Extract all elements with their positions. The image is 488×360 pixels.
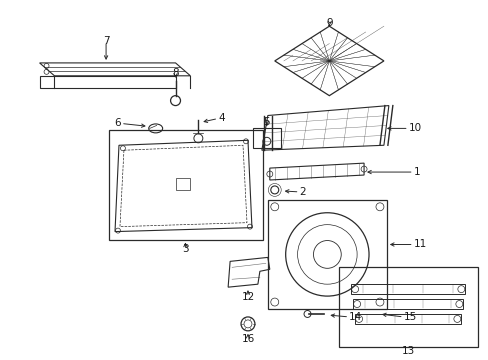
Text: 12: 12 (241, 292, 254, 302)
Text: 5: 5 (263, 117, 269, 127)
Text: 14: 14 (348, 312, 362, 322)
Text: 13: 13 (401, 346, 414, 356)
Text: 1: 1 (413, 167, 420, 177)
Bar (252, 129, 280, 148)
Text: 8: 8 (172, 68, 179, 78)
Text: 9: 9 (325, 18, 332, 28)
Bar (339, 267, 477, 347)
Bar (267, 200, 386, 309)
Text: 7: 7 (102, 36, 109, 46)
Bar (354, 314, 460, 324)
Text: 15: 15 (403, 312, 416, 322)
Text: 6: 6 (114, 118, 121, 129)
Bar (175, 178, 190, 190)
Text: 10: 10 (408, 123, 421, 134)
Text: 2: 2 (299, 187, 305, 197)
Bar (352, 299, 462, 309)
Text: 11: 11 (413, 239, 426, 249)
Text: 4: 4 (218, 113, 224, 123)
Bar (109, 130, 263, 239)
Text: 16: 16 (241, 334, 254, 344)
Text: 3: 3 (182, 244, 188, 255)
Bar (350, 284, 464, 294)
